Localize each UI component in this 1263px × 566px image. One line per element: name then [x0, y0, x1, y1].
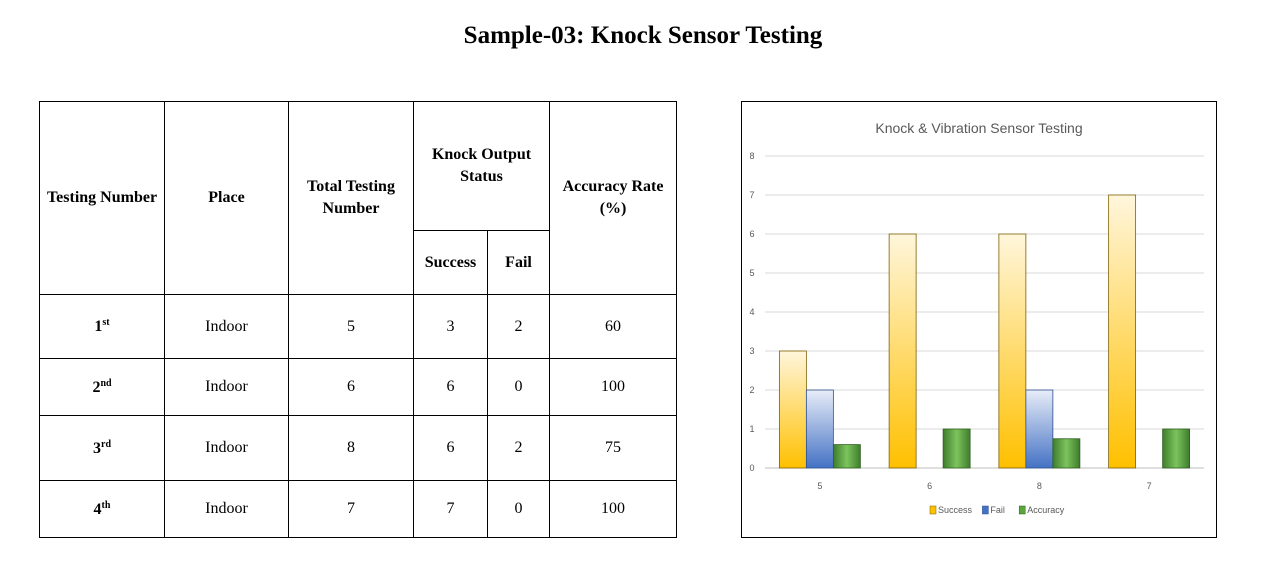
bar-success: [778, 350, 807, 469]
y-tick-label: 6: [749, 229, 754, 239]
cell-total: 6: [288, 358, 414, 416]
y-tick-label: 8: [749, 151, 754, 161]
header-accuracy-rate: Accuracy Rate (%): [549, 101, 678, 295]
header-knock-output-status: Knock Output Status: [412, 101, 551, 231]
cell-total: 7: [288, 480, 414, 538]
cell-place: Indoor: [164, 358, 289, 416]
y-tick-label: 5: [749, 268, 754, 278]
cell-place: Indoor: [164, 415, 289, 481]
cell-testing-number: 2nd: [39, 358, 165, 416]
header-success: Success: [413, 230, 488, 295]
bar-chart: Knock & Vibration Sensor Testing 0 1 2 3 4 5 6…: [749, 120, 1204, 515]
cell-accuracy: 100: [549, 358, 678, 416]
y-tick-label: 1: [749, 424, 754, 434]
y-tick-label: 4: [749, 307, 754, 317]
cell-place: Indoor: [164, 480, 289, 538]
header-testing-number: Testing Number: [39, 101, 165, 295]
cell-place: Indoor: [164, 294, 289, 359]
cell-fail: 2: [486, 415, 551, 481]
x-tick-label: 8: [1037, 481, 1042, 491]
cell-success: 3: [413, 294, 488, 359]
bar-accuracy: [832, 444, 861, 469]
legend-label-fail: Fail: [990, 505, 1005, 515]
cell-total: 5: [288, 294, 414, 359]
header-total-testing-number: Total Testing Number: [288, 101, 414, 295]
cell-success: 6: [413, 358, 488, 416]
header-place: Place: [164, 101, 289, 295]
y-tick-label: 3: [749, 346, 754, 356]
cell-accuracy: 75: [549, 415, 678, 481]
table-row: 2nd Indoor 6 6 0 100: [39, 358, 678, 416]
y-tick-label: 7: [749, 190, 754, 200]
bar-fail: [805, 389, 834, 469]
y-tick-label: 2: [749, 385, 754, 395]
cell-accuracy: 60: [549, 294, 678, 359]
cell-success: 7: [413, 480, 488, 538]
cell-fail: 2: [486, 294, 551, 359]
bar-fail: [1025, 389, 1054, 469]
bar-accuracy: [1162, 428, 1191, 469]
legend-swatch-fail: [982, 505, 989, 515]
x-tick-label: 5: [817, 481, 822, 491]
x-tick-label: 7: [1147, 481, 1152, 491]
cell-success: 6: [413, 415, 488, 481]
chart-frame: Knock & Vibration Sensor Testing 0 1 2 3 4 5 6…: [741, 101, 1217, 538]
results-table: Testing Number Place Total Testing Numbe…: [39, 101, 678, 538]
cell-testing-number: 3rd: [39, 415, 165, 481]
cell-testing-number: 4th: [39, 480, 165, 538]
bar-accuracy: [942, 428, 971, 469]
bar-accuracy: [1052, 438, 1081, 469]
legend-label-accuracy: Accuracy: [1027, 505, 1065, 515]
table-row: 1st Indoor 5 3 2 60: [39, 294, 678, 359]
page-title: Sample-03: Knock Sensor Testing: [463, 22, 823, 49]
bar-success: [1108, 194, 1137, 469]
x-tick-label: 6: [927, 481, 932, 491]
cell-fail: 0: [486, 480, 551, 538]
table-row: 3rd Indoor 8 6 2 75: [39, 415, 678, 481]
cell-total: 8: [288, 415, 414, 481]
cell-fail: 0: [486, 358, 551, 416]
bar-success: [998, 233, 1027, 469]
legend-swatch-success: [929, 505, 937, 515]
legend-swatch-accuracy: [1018, 505, 1026, 515]
cell-accuracy: 100: [549, 480, 678, 538]
legend-label-success: Success: [938, 505, 973, 515]
y-tick-label: 0: [749, 463, 754, 473]
cell-testing-number: 1st: [39, 294, 165, 359]
bar-success: [888, 233, 917, 469]
chart-title: Knock & Vibration Sensor Testing: [875, 120, 1082, 136]
header-fail: Fail: [486, 230, 551, 295]
table-row: 4th Indoor 7 7 0 100: [39, 480, 678, 538]
